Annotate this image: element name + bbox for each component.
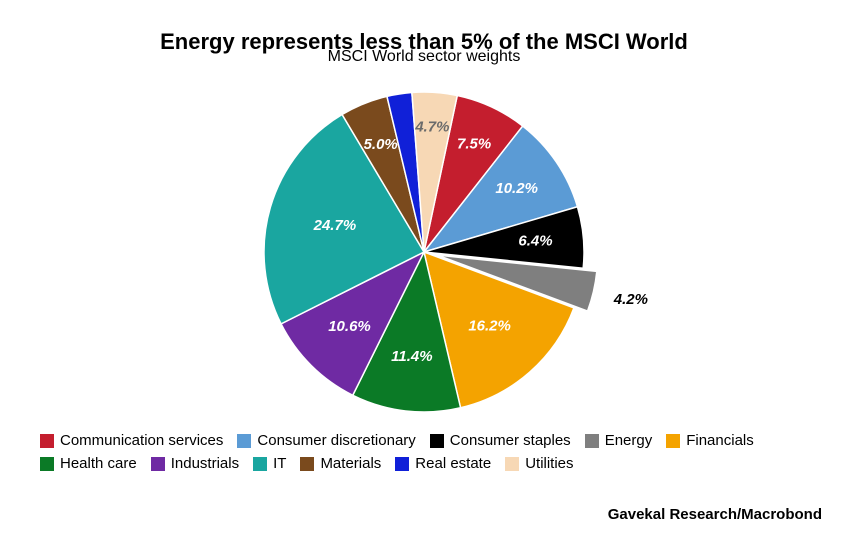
legend-item: Financials xyxy=(666,432,754,449)
legend-label: Materials xyxy=(320,455,381,472)
legend-label: Consumer staples xyxy=(450,432,571,449)
chart-subtitle: MSCI World sector weights xyxy=(0,48,848,66)
legend-item: IT xyxy=(253,455,286,472)
legend-swatch xyxy=(253,457,267,471)
legend-label: Utilities xyxy=(525,455,573,472)
legend-item: Materials xyxy=(300,455,381,472)
legend-swatch xyxy=(300,457,314,471)
pie-chart: 7.5%10.2%6.4%4.2%16.2%11.4%10.6%24.7%5.0… xyxy=(0,72,848,432)
legend-item: Health care xyxy=(40,455,137,472)
legend-swatch xyxy=(395,457,409,471)
legend-item: Real estate xyxy=(395,455,491,472)
legend-label: Health care xyxy=(60,455,137,472)
legend-item: Industrials xyxy=(151,455,239,472)
legend-label: IT xyxy=(273,455,286,472)
legend-label: Real estate xyxy=(415,455,491,472)
legend-label: Communication services xyxy=(60,432,223,449)
legend-label: Energy xyxy=(605,432,653,449)
legend-swatch xyxy=(585,434,599,448)
legend-swatch xyxy=(237,434,251,448)
pie-slice-label: 4.2% xyxy=(613,291,648,308)
legend-swatch xyxy=(151,457,165,471)
legend-item: Energy xyxy=(585,432,653,449)
legend-item: Consumer discretionary xyxy=(237,432,415,449)
legend-item: Communication services xyxy=(40,432,223,449)
legend-label: Consumer discretionary xyxy=(257,432,415,449)
legend-swatch xyxy=(40,457,54,471)
source-attribution: Gavekal Research/Macrobond xyxy=(608,506,822,523)
legend-item: Utilities xyxy=(505,455,573,472)
legend: Communication services Consumer discretio… xyxy=(40,432,808,472)
legend-label: Industrials xyxy=(171,455,239,472)
legend-swatch xyxy=(430,434,444,448)
legend-swatch xyxy=(40,434,54,448)
chart-stage: Energy represents less than 5% of the MS… xyxy=(0,0,848,533)
legend-item: Consumer staples xyxy=(430,432,571,449)
legend-swatch xyxy=(666,434,680,448)
pie-svg: 7.5%10.2%6.4%4.2%16.2%11.4%10.6%24.7%5.0… xyxy=(0,72,848,432)
legend-label: Financials xyxy=(686,432,754,449)
legend-swatch xyxy=(505,457,519,471)
